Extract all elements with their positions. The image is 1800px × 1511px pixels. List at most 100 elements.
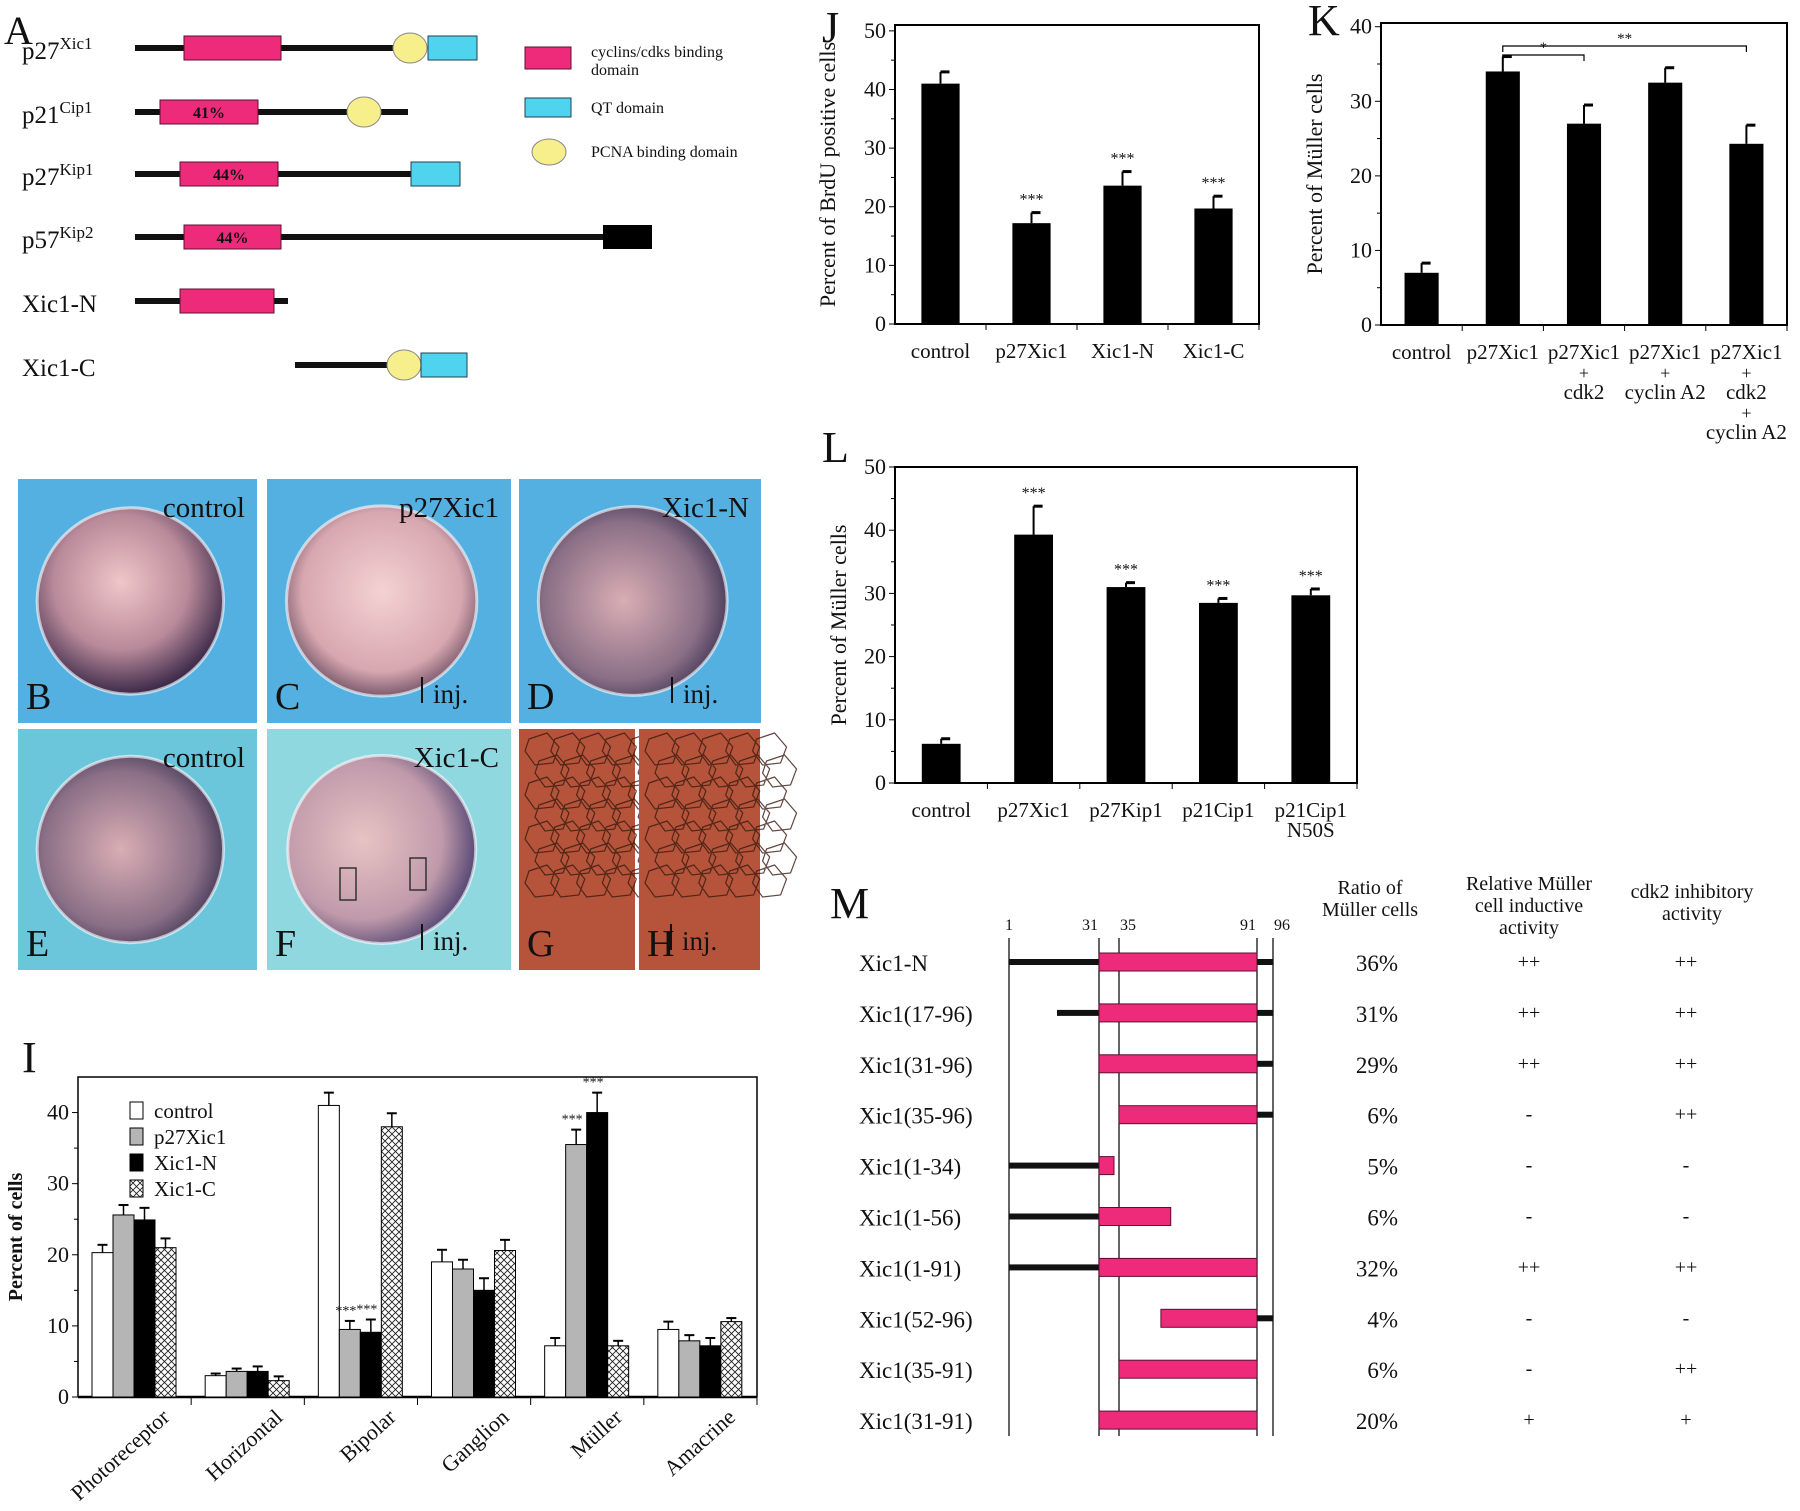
y-tick-label: 20 [47, 1242, 69, 1267]
bar-control [317, 1104, 340, 1398]
bracket-label: ** [1617, 31, 1632, 47]
protein-name: p57Kip2 [22, 223, 94, 254]
bar [1485, 71, 1520, 325]
bar-xic1-c [154, 1247, 177, 1398]
bar-xic1-c [494, 1250, 516, 1398]
construct-row: Xic1(35-91) 6% - ++ [859, 1358, 1697, 1383]
embryo-outline [286, 754, 478, 945]
bar [1106, 587, 1146, 783]
construct-name: Xic1(17-96) [859, 1002, 973, 1027]
cdk2-inhibitory-activity: ++ [1675, 1002, 1698, 1024]
photo-panel-d: D Xic1-N inj. [519, 479, 761, 723]
plot-frame [77, 1076, 758, 1397]
cyclin-binding-region [1160, 1308, 1258, 1328]
construct-name: Xic1(52-96) [859, 1307, 973, 1332]
bar [921, 83, 960, 325]
bar-control [91, 1252, 114, 1398]
significance-marker: *** [1020, 192, 1044, 209]
cyclin-binding-region [1118, 1359, 1258, 1379]
cdk2-inhibitory-activity: ++ [1675, 951, 1698, 973]
x-tick-label: Müller [566, 1404, 628, 1463]
y-tick-label: 10 [864, 707, 886, 732]
cyclin-binding-region [1098, 1156, 1115, 1176]
bar-xic1-c [607, 1345, 630, 1398]
y-tick-label: 0 [1361, 312, 1372, 337]
protein-row: Xic1-N [22, 288, 288, 318]
cyclin-binding-domain [183, 224, 282, 250]
bar-control [204, 1375, 227, 1398]
legend-swatch [129, 1153, 144, 1172]
x-tick-label: Ganglion [436, 1404, 514, 1477]
region-box-h [409, 857, 427, 891]
x-tick-label: control [911, 798, 971, 822]
bar [921, 743, 961, 783]
identity-percent: 41% [193, 105, 225, 122]
x-tick-label: N50S [1287, 818, 1335, 842]
y-tick-label: 20 [864, 194, 886, 219]
construct-name: Xic1(1-34) [859, 1155, 961, 1180]
panel-letter: C [275, 676, 300, 718]
panel-letter: F [275, 923, 296, 965]
panel-letter: D [527, 676, 554, 718]
construct-row: Xic1(1-34) 5% - - [859, 1155, 1689, 1180]
y-tick-label: 40 [47, 1100, 69, 1125]
protein-name: Xic1-N [22, 291, 97, 318]
bar [1404, 272, 1439, 325]
residue-tick-label: 91 [1240, 917, 1256, 934]
chart-j: J 0 10 20 30 40 50 Percent of BrdU positive cel… [815, 3, 1260, 363]
x-tick-label: Xic1-C [1183, 339, 1245, 363]
inductive-activity: ++ [1518, 951, 1541, 973]
bar-p27xic1 [678, 1340, 701, 1398]
legend-label: Xic1-C [154, 1177, 216, 1201]
bar [1014, 534, 1054, 783]
y-tick-label: 20 [864, 644, 886, 669]
bar [1012, 223, 1051, 324]
photo-label: Xic1-N [662, 492, 749, 524]
x-tick-label: Bipolar [335, 1404, 401, 1467]
significance-marker: *** [1114, 562, 1138, 579]
embryo-outline [35, 506, 226, 696]
x-tick-label: cdk2 [1564, 380, 1605, 404]
y-tick-label: 30 [864, 135, 886, 160]
bar [1194, 208, 1233, 324]
construct-row: Xic1(1-91) 32% ++ ++ [859, 1256, 1697, 1281]
x-tick-label: p21Cip1 [1182, 798, 1254, 822]
column-header-cdk2: activity [1662, 903, 1722, 925]
injection-label: inj. [682, 926, 717, 956]
inductive-activity: ++ [1518, 1002, 1541, 1024]
y-tick-label: 40 [864, 76, 886, 101]
cdk2-inhibitory-activity: + [1680, 1409, 1691, 1431]
muller-ratio: 5% [1367, 1155, 1398, 1180]
y-tick-label: 10 [47, 1313, 69, 1338]
bar-xic1-n [473, 1289, 495, 1398]
protein-name-base: p57 [22, 227, 60, 254]
legend-swatch [129, 1179, 144, 1198]
legend-cyclin-swatch [524, 46, 572, 70]
bar-control [657, 1328, 680, 1398]
construct-backbone [1057, 1009, 1099, 1016]
x-tick-label: p27Xic1 [997, 798, 1069, 822]
injection-side-marker [670, 924, 672, 950]
protein-backbone [135, 234, 603, 240]
cdk2-inhibitory-activity: ++ [1675, 1256, 1698, 1278]
photo-label: control [163, 742, 245, 774]
y-tick-label: 50 [864, 454, 886, 479]
residue-tick-label: 35 [1120, 917, 1136, 934]
cyclin-binding-region [1098, 952, 1258, 972]
qt-domain [427, 35, 478, 61]
column-header-inductive: Relative Müller [1466, 873, 1592, 895]
protein-name: p27Kip1 [22, 160, 94, 191]
injection-side-marker [421, 924, 423, 950]
bar-p27xic1 [565, 1144, 588, 1398]
bar-xic1-n [699, 1345, 722, 1398]
bar [1566, 123, 1602, 326]
significance-marker: *** [1022, 485, 1046, 502]
protein-name: p21Cip1 [22, 98, 93, 129]
chart-i: I 0 10 20 30 40 Percent of cells Photoreceptor H… [5, 1033, 758, 1505]
